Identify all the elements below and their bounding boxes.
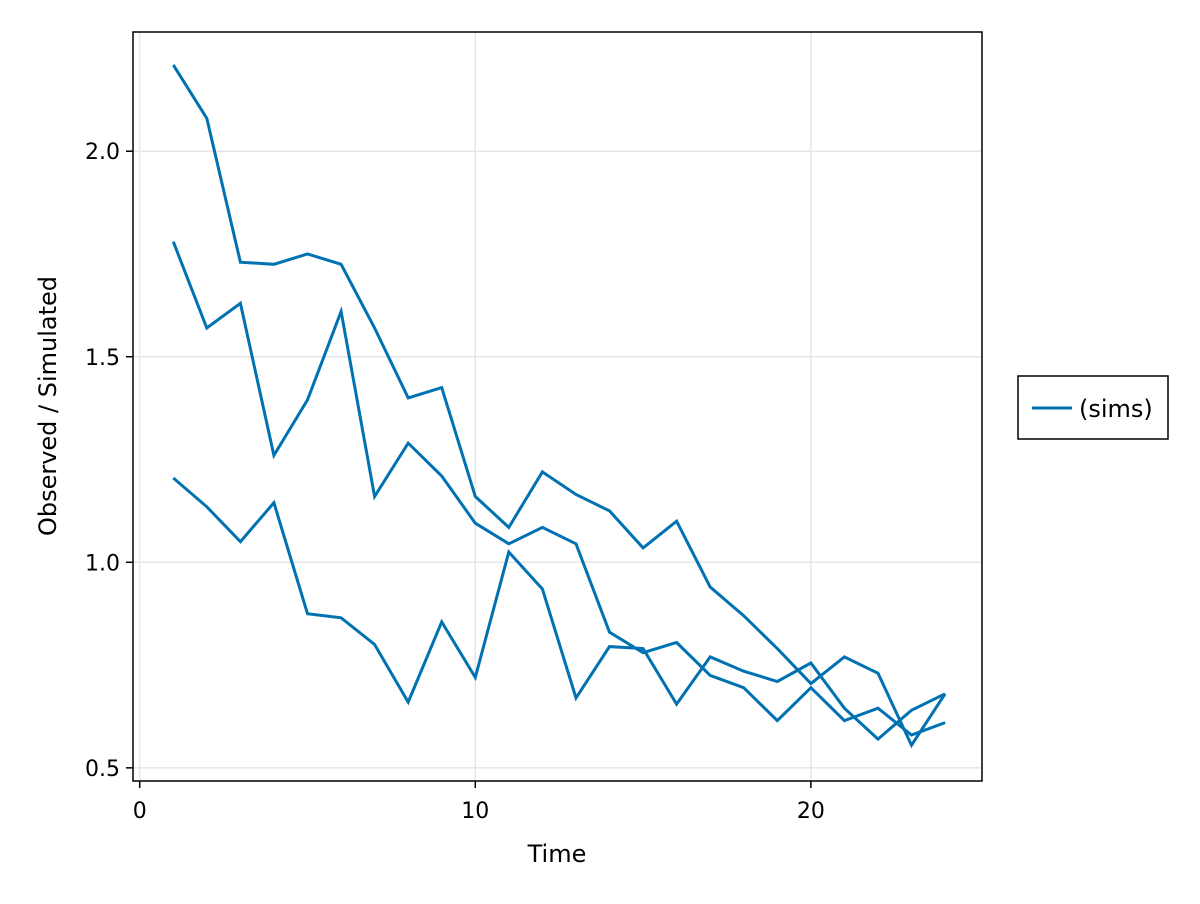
y-axis-label: Observed / Simulated: [34, 276, 62, 536]
series-layer: [171, 64, 947, 749]
y-tick-label: 1.0: [85, 551, 120, 576]
x-tick-label: 20: [797, 799, 825, 824]
y-tick-label: 1.5: [85, 346, 120, 371]
y-tick-label: 2.0: [85, 140, 120, 165]
x-axis-label: Time: [527, 840, 587, 868]
x-tick-label: 10: [461, 799, 489, 824]
series-line-2: [171, 241, 946, 737]
series-line-3: [172, 476, 946, 742]
x-tick-label: 0: [133, 799, 147, 824]
plot-frame: [132, 31, 983, 782]
legend: (sims): [1017, 375, 1169, 440]
y-tick-label: 0.5: [85, 757, 120, 782]
legend-label: (sims): [1079, 395, 1153, 423]
grid-layer: [133, 32, 982, 781]
tick-layer: 0 10 20 0.5 1.0 1.5 2.0: [85, 140, 825, 824]
series-line-1: [172, 64, 947, 749]
